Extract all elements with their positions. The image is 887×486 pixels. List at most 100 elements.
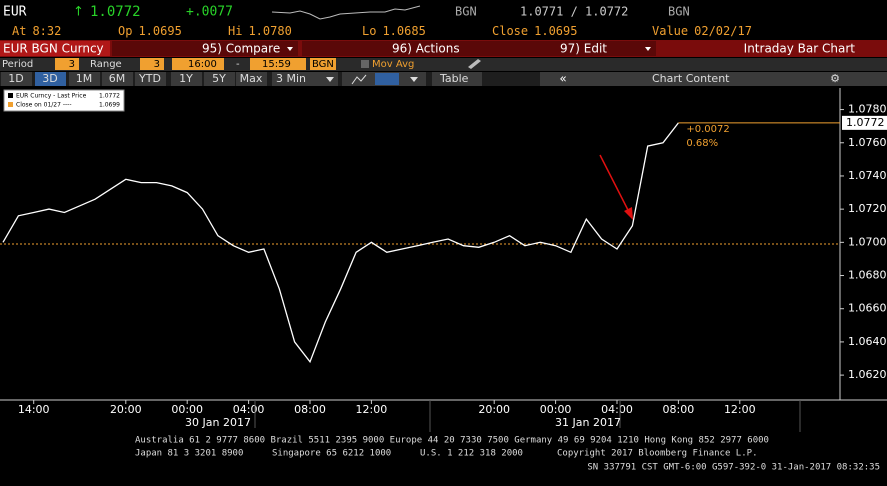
arrow bbox=[599, 154, 630, 213]
range-label[interactable]: Max bbox=[240, 72, 263, 85]
line-tool-icon[interactable] bbox=[351, 74, 367, 85]
menu-button[interactable] bbox=[302, 41, 488, 56]
pct-label: 0.68% bbox=[686, 138, 718, 149]
range-field[interactable] bbox=[140, 58, 164, 70]
y-tick-label: 1.0740 bbox=[848, 169, 887, 182]
range-label[interactable]: YTD bbox=[138, 72, 161, 85]
start-field[interactable] bbox=[172, 58, 224, 70]
range-button[interactable] bbox=[171, 72, 202, 86]
settings-icon[interactable]: ⚙ bbox=[830, 72, 840, 85]
mov-avg[interactable]: Mov Avg bbox=[372, 59, 414, 70]
interval-button[interactable] bbox=[272, 72, 338, 86]
stat: Op 1.0695 bbox=[118, 24, 182, 38]
currency: BGN bbox=[312, 59, 334, 70]
up-arrow: ↑ bbox=[73, 5, 84, 20]
table-button[interactable] bbox=[432, 72, 482, 86]
x-tick-label: 20:00 bbox=[478, 403, 510, 416]
footer-line: Japan 81 3 3201 8900 bbox=[135, 449, 243, 459]
stat: Hi 1.0780 bbox=[228, 24, 292, 38]
y-tick-label: 1.0760 bbox=[848, 136, 887, 149]
x-tick-label: 00:00 bbox=[540, 403, 572, 416]
menu-item[interactable]: 97) Edit bbox=[560, 42, 607, 56]
menu-button[interactable] bbox=[470, 41, 656, 56]
change-label: +0.0072 bbox=[686, 124, 729, 135]
footer-line: Australia 61 2 9777 8600 Brazil 5511 239… bbox=[135, 436, 769, 446]
price-line bbox=[2, 122, 679, 364]
range-label[interactable]: 1M bbox=[76, 72, 93, 85]
sparkline bbox=[271, 5, 421, 20]
x-tick-label: 00:00 bbox=[171, 403, 203, 416]
chart-content[interactable]: Chart Content bbox=[652, 72, 730, 85]
range-label[interactable]: 6M bbox=[109, 72, 126, 85]
range-button[interactable] bbox=[236, 72, 267, 86]
content-bar[interactable] bbox=[540, 72, 887, 86]
range-button[interactable] bbox=[204, 72, 235, 86]
stat-value: 1.0695 bbox=[138, 24, 181, 38]
x-tick-label: 04:00 bbox=[601, 403, 633, 416]
checkbox[interactable] bbox=[361, 60, 369, 68]
security-box bbox=[0, 41, 110, 56]
active-tool[interactable] bbox=[375, 73, 399, 85]
menu-item[interactable]: 96) Actions bbox=[392, 42, 460, 56]
x-tick-label: 08:00 bbox=[294, 403, 326, 416]
bid-ask: 1.0771 / 1.0772 bbox=[520, 5, 628, 19]
range-button[interactable] bbox=[69, 72, 100, 86]
stat: Lo 1.0685 bbox=[362, 24, 426, 38]
last-price-tag bbox=[842, 115, 887, 130]
y-tick-label: 1.0640 bbox=[848, 335, 887, 348]
last-price: 1.0772 bbox=[90, 4, 141, 20]
range-buttons: 1D 3D 1M 6M YTD 1Y 5Y Max bbox=[1, 72, 267, 86]
menu-item[interactable]: 95) Compare bbox=[202, 42, 280, 56]
menu-button[interactable] bbox=[112, 41, 298, 56]
x-tick-label: 04:00 bbox=[233, 403, 265, 416]
stat-label: Value bbox=[652, 24, 688, 38]
dropdown-icon bbox=[645, 47, 651, 51]
footer-line: U.S. 1 212 318 2000 bbox=[420, 449, 523, 459]
security-name[interactable]: EUR BGN Curncy bbox=[3, 42, 104, 56]
period-value: 3 bbox=[69, 59, 75, 70]
legend-entry: EUR Curncy - Last Price bbox=[16, 93, 87, 100]
range-label[interactable]: 1Y bbox=[179, 72, 193, 85]
footer-line: Singapore 65 6212 1000 bbox=[272, 449, 391, 459]
stat-value: 8:32 bbox=[32, 24, 61, 38]
range-dash: - bbox=[236, 59, 240, 70]
settings-bar bbox=[0, 58, 887, 71]
stats-row: At 8:32 Op 1.0695 Hi 1.0780 Lo 1.0685 Close 1.069… bbox=[12, 24, 752, 38]
quote-currency: BGN bbox=[455, 5, 477, 19]
footer: Australia 61 2 9777 8600 Brazil 5511 239… bbox=[135, 436, 880, 473]
range-value: 3 bbox=[154, 59, 160, 70]
x-tick-label: 14:00 bbox=[18, 403, 50, 416]
menu-items: 95) Compare 96) Actions 97) Edit bbox=[112, 41, 656, 56]
period-field[interactable] bbox=[55, 58, 79, 70]
range-button[interactable] bbox=[35, 72, 66, 86]
stat-value: 1.0780 bbox=[248, 24, 291, 38]
range-button[interactable] bbox=[102, 72, 133, 86]
dropdown-icon bbox=[287, 47, 293, 51]
legend-swatch bbox=[8, 102, 13, 107]
stat-value: 1.0685 bbox=[382, 24, 425, 38]
range-button[interactable] bbox=[135, 72, 166, 86]
range-label[interactable]: 3D bbox=[42, 72, 57, 85]
last-price-label: 1.0772 bbox=[846, 116, 885, 129]
table-label: Table bbox=[439, 72, 469, 85]
collapse-button[interactable]: « bbox=[559, 72, 566, 86]
range-label[interactable]: 5Y bbox=[212, 72, 226, 85]
dropdown-icon bbox=[326, 77, 334, 82]
legend-value: 1.0699 bbox=[99, 102, 120, 109]
stat-label: Close bbox=[492, 24, 528, 38]
range-label[interactable]: 1D bbox=[8, 72, 23, 85]
currency-field[interactable] bbox=[310, 58, 336, 70]
pen-icon[interactable] bbox=[468, 59, 481, 69]
legend-swatch bbox=[8, 93, 13, 98]
y-tick-label: 1.0780 bbox=[848, 103, 887, 116]
end-time: 15:59 bbox=[262, 59, 291, 70]
x-tick-label: 12:00 bbox=[356, 403, 388, 416]
stat-label: Op bbox=[118, 24, 132, 38]
stat: Close 1.0695 bbox=[492, 24, 577, 38]
end-field[interactable] bbox=[250, 58, 306, 70]
footer-line: Copyright 2017 Bloomberg Finance L.P. bbox=[557, 449, 757, 459]
stat: Value 02/02/17 bbox=[652, 24, 752, 38]
range-button[interactable] bbox=[1, 72, 32, 86]
